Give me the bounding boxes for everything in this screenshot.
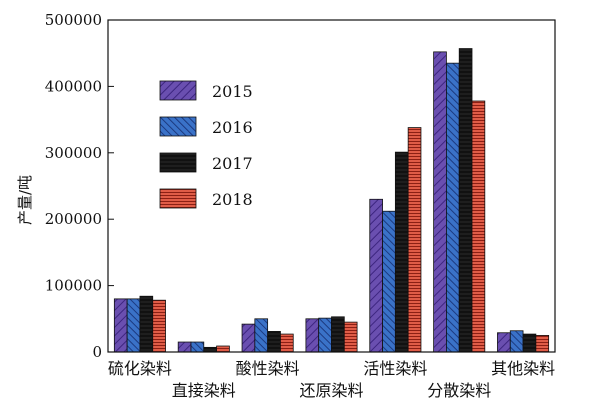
legend-swatch <box>159 188 197 209</box>
legend-label: 2018 <box>212 190 253 209</box>
bar-2016 <box>318 317 332 353</box>
bar-2017 <box>203 346 217 353</box>
bar-2015 <box>241 323 256 353</box>
bar-2016 <box>446 62 460 353</box>
bar-2018 <box>471 100 486 353</box>
x-tick-label: 还原染料 <box>299 381 363 400</box>
x-tick-label: 分散染料 <box>427 381 491 400</box>
bar-2016 <box>254 318 269 353</box>
bar-2018 <box>535 334 550 353</box>
legend-swatch <box>159 80 197 101</box>
legend-label: 2015 <box>212 82 253 101</box>
legend-label: 2016 <box>212 118 253 137</box>
bar-2015 <box>433 51 447 353</box>
y-tick-label: 0 <box>92 343 102 361</box>
y-tick-label: 100000 <box>45 277 102 295</box>
bar-2018 <box>216 345 230 353</box>
legend-label: 2017 <box>212 154 253 173</box>
bar-2016 <box>190 341 205 353</box>
y-axis: 0 100000 200000 300000 400000 500000 <box>45 11 114 361</box>
y-tick-label: 200000 <box>45 210 102 228</box>
bar-2015 <box>497 332 511 353</box>
bar-2017 <box>267 331 281 353</box>
bar-2017 <box>522 333 537 353</box>
bar-2017 <box>458 48 473 353</box>
bar-2015 <box>113 298 128 353</box>
x-tick-label: 硫化染料 <box>108 359 172 378</box>
legend: 2015 2016 2017 2018 <box>159 80 253 209</box>
bar-2017 <box>139 295 154 353</box>
legend-swatch <box>159 116 197 137</box>
bar-2018 <box>152 299 166 353</box>
bar-2018 <box>343 321 358 353</box>
bar-2015 <box>177 341 192 353</box>
y-tick-label: 500000 <box>45 11 102 29</box>
bar-2015 <box>369 198 383 353</box>
bar-2016 <box>509 330 524 353</box>
x-tick-label: 其他染料 <box>491 359 555 378</box>
bar-2016 <box>126 298 141 353</box>
x-tick-label: 酸性染料 <box>236 359 300 378</box>
bars <box>113 48 550 353</box>
bar-2017 <box>394 151 409 353</box>
bar-2015 <box>305 318 320 353</box>
legend-swatch <box>159 152 197 173</box>
bar-2017 <box>331 316 345 353</box>
x-tick-label: 直接染料 <box>172 381 236 400</box>
y-axis-title: 产量/吨 <box>16 175 34 225</box>
y-tick-label: 400000 <box>45 77 102 95</box>
plot-frame <box>107 19 556 353</box>
bar-2018 <box>280 333 294 353</box>
x-tick-label: 活性染料 <box>363 359 427 378</box>
y-tick-label: 300000 <box>45 144 102 162</box>
bar-2016 <box>382 210 396 353</box>
bar-2018 <box>407 127 422 353</box>
